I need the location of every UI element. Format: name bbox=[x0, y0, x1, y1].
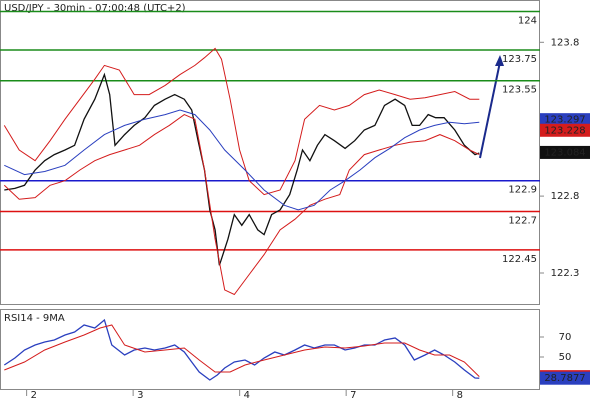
x-tick-label: 7 bbox=[350, 390, 356, 400]
price-badge bbox=[540, 145, 590, 159]
chart-title: USD/JPY - 30min - 07:00:48 (UTC+2) bbox=[4, 3, 186, 14]
level-label: 124 bbox=[518, 16, 537, 27]
y-tick-label: 50 bbox=[559, 352, 572, 363]
series-line bbox=[4, 324, 480, 377]
level-label: 122.9 bbox=[508, 185, 537, 196]
price-badge-label: 28.7877 bbox=[544, 373, 585, 384]
x-tick-label: 4 bbox=[244, 390, 250, 400]
y-tick-label: 122.8 bbox=[551, 191, 580, 202]
price-badge-label: 123.228 bbox=[544, 125, 585, 136]
series-line bbox=[3, 47, 480, 196]
series-line bbox=[3, 318, 480, 381]
forecast-arrow bbox=[479, 61, 501, 159]
series-line bbox=[4, 72, 480, 266]
level-label: 122.45 bbox=[502, 254, 537, 265]
rsi-panel bbox=[0, 309, 540, 390]
rsi-title: RSI14 - 9MA bbox=[4, 313, 65, 324]
series-line bbox=[3, 114, 480, 296]
level-label: 123.75 bbox=[502, 54, 537, 65]
series-line bbox=[4, 109, 480, 211]
price-badge bbox=[540, 371, 590, 385]
level-label: 123.55 bbox=[502, 85, 537, 96]
price-badge bbox=[540, 113, 590, 127]
y-tick-label: 123.8 bbox=[551, 37, 580, 48]
main-panel bbox=[0, 0, 540, 305]
x-tick-label: 2 bbox=[31, 390, 37, 400]
x-tick-label: 3 bbox=[137, 390, 143, 400]
price-badge-label: 123.297 bbox=[544, 115, 585, 126]
price-badge bbox=[540, 123, 590, 137]
arrow-head bbox=[495, 55, 504, 66]
y-tick-label: 122.3 bbox=[551, 268, 580, 279]
y-tick-label: 70 bbox=[559, 332, 572, 343]
x-tick-label: 8 bbox=[457, 390, 463, 400]
price-badge-label: 123.084 bbox=[544, 147, 585, 158]
level-label: 122.7 bbox=[508, 215, 537, 226]
